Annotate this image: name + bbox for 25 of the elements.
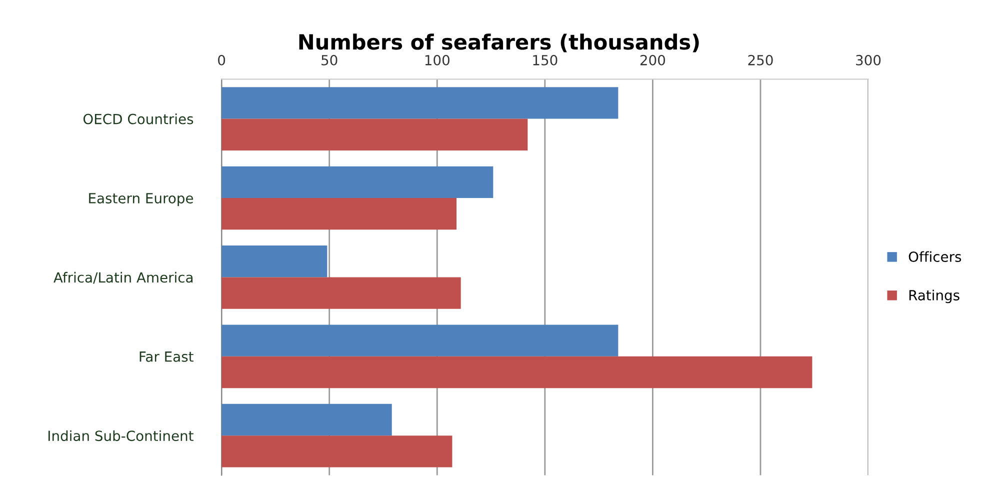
x-tick-label: 0 xyxy=(218,54,226,66)
bar xyxy=(222,118,528,150)
x-tick-label: 100 xyxy=(425,54,450,66)
legend-label: Ratings xyxy=(909,290,960,304)
bar xyxy=(222,404,392,436)
bar xyxy=(222,436,452,468)
y-tick-label: OECD Countries xyxy=(83,114,194,124)
y-tick-label: Indian Sub-Continent xyxy=(48,430,194,442)
x-tick-label: 300 xyxy=(856,54,881,66)
y-tick-label: Eastern Europe xyxy=(89,193,194,206)
bar xyxy=(222,246,328,278)
x-tick-label: 200 xyxy=(640,54,666,66)
bar xyxy=(222,87,618,119)
chart-title: Numbers of seafarers (thousands) xyxy=(299,34,699,52)
bar xyxy=(222,198,457,230)
x-tick-label: 150 xyxy=(533,54,558,66)
y-tick-label: Far East xyxy=(140,352,194,362)
y-tick-label: Africa/Latin America xyxy=(54,272,193,284)
legend-label: Officers xyxy=(908,251,962,262)
bar xyxy=(222,324,618,356)
x-tick-label: 250 xyxy=(748,54,773,66)
bar xyxy=(222,356,812,388)
bar xyxy=(222,166,494,198)
bar xyxy=(222,277,461,309)
x-tick-label: 50 xyxy=(322,54,338,66)
